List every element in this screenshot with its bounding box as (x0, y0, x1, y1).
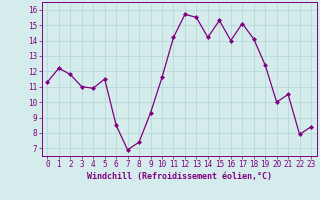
X-axis label: Windchill (Refroidissement éolien,°C): Windchill (Refroidissement éolien,°C) (87, 172, 272, 181)
